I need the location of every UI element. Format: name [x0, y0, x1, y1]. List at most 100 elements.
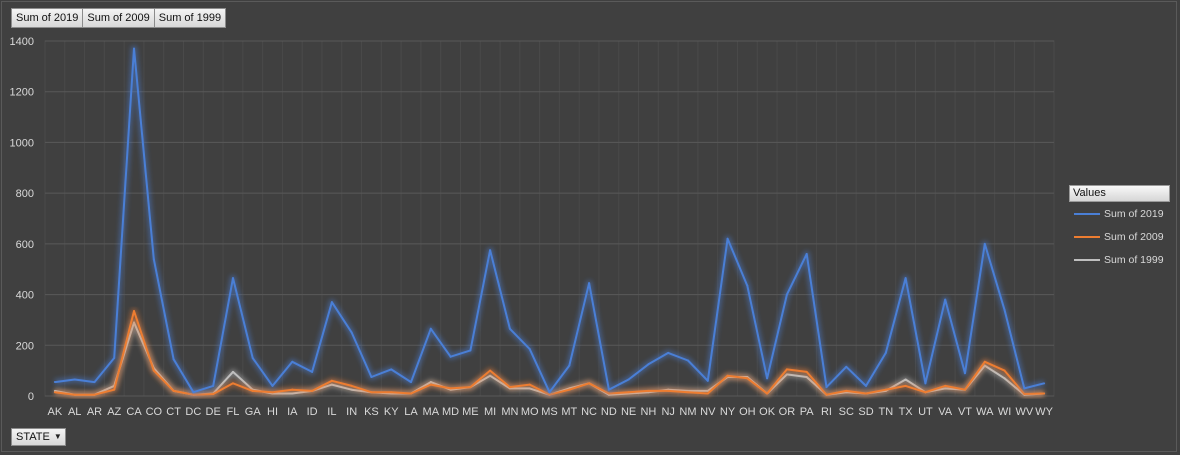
data-point-sum-of-2009: [73, 393, 76, 396]
x-tick-label: MN: [501, 406, 518, 418]
x-tick-label: AL: [68, 406, 81, 418]
data-point-sum-of-2019: [924, 382, 927, 385]
x-tick-label: KY: [384, 406, 399, 418]
dropdown-arrow-icon: ▼: [53, 432, 62, 441]
x-tick-label: OR: [779, 406, 796, 418]
x-tick-label: PA: [800, 406, 815, 418]
x-tick-label: NH: [640, 406, 656, 418]
x-tick-label: MI: [484, 406, 496, 418]
data-point-sum-of-2009: [528, 383, 531, 386]
data-point-sum-of-2019: [113, 356, 116, 359]
y-tick-label: 1200: [10, 87, 34, 99]
field-button-sum-2009[interactable]: Sum of 2009: [82, 8, 154, 28]
data-point-sum-of-2009: [449, 387, 452, 390]
data-point-sum-of-2019: [370, 375, 373, 378]
field-button-sum-1999[interactable]: Sum of 1999: [153, 8, 227, 28]
data-point-sum-of-2019: [251, 356, 254, 359]
x-tick-label: OK: [759, 406, 776, 418]
data-point-sum-of-2019: [93, 381, 96, 384]
data-point-sum-of-2009: [133, 310, 136, 313]
data-point-sum-of-2009: [568, 388, 571, 391]
data-point-sum-of-2009: [251, 389, 254, 392]
data-point-sum-of-2019: [785, 293, 788, 296]
x-tick-label: NC: [581, 406, 597, 418]
x-tick-label: MA: [423, 406, 440, 418]
data-point-sum-of-2009: [746, 377, 749, 380]
data-point-sum-of-2009: [588, 382, 591, 385]
x-tick-label: FL: [227, 406, 240, 418]
x-tick-label: NE: [621, 406, 636, 418]
data-point-sum-of-2009: [231, 382, 234, 385]
data-point-sum-of-2009: [390, 391, 393, 394]
x-tick-label: MS: [541, 406, 558, 418]
field-button-sum-2019[interactable]: Sum of 2019: [11, 8, 83, 28]
legend-label-1999: Sum of 1999: [1104, 254, 1164, 266]
data-point-sum-of-2019: [192, 391, 195, 394]
x-tick-label: ID: [307, 406, 318, 418]
data-point-sum-of-2009: [924, 391, 927, 394]
data-point-sum-of-2009: [311, 389, 314, 392]
data-point-sum-of-2009: [172, 389, 175, 392]
data-point-sum-of-2009: [805, 370, 808, 373]
data-point-sum-of-2009: [706, 392, 709, 395]
data-point-sum-of-2019: [449, 355, 452, 358]
data-point-sum-of-2019: [508, 327, 511, 330]
data-point-sum-of-2019: [766, 377, 769, 380]
data-point-sum-of-1999: [291, 392, 294, 395]
data-point-sum-of-1999: [489, 374, 492, 377]
data-point-sum-of-2019: [865, 384, 868, 387]
data-point-sum-of-2009: [113, 388, 116, 391]
data-point-sum-of-2019: [330, 301, 333, 304]
x-tick-label: AZ: [107, 406, 121, 418]
x-tick-label: MO: [521, 406, 539, 418]
data-point-sum-of-2009: [410, 392, 413, 395]
data-point-sum-of-2009: [370, 391, 373, 394]
x-tick-label: GA: [245, 406, 262, 418]
data-point-sum-of-1999: [231, 370, 234, 373]
x-tick-label: TN: [878, 406, 893, 418]
x-tick-label: VA: [938, 406, 953, 418]
x-tick-label: KS: [364, 406, 379, 418]
state-field-label: STATE: [16, 431, 50, 443]
data-point-sum-of-2009: [944, 384, 947, 387]
plot-area: [44, 40, 1055, 397]
data-point-sum-of-2019: [350, 331, 353, 334]
data-point-sum-of-2009: [1023, 392, 1026, 395]
y-tick-label: 1000: [10, 137, 34, 149]
data-point-sum-of-2019: [489, 249, 492, 252]
x-tick-label: WY: [1035, 406, 1053, 418]
data-point-sum-of-2019: [568, 364, 571, 367]
y-tick-label: 200: [16, 340, 34, 352]
data-point-sum-of-2009: [667, 389, 670, 392]
data-point-sum-of-2019: [607, 388, 610, 391]
data-point-sum-of-2019: [627, 378, 630, 381]
x-tick-label: HI: [267, 406, 278, 418]
x-tick-label: IA: [287, 406, 298, 418]
x-tick-label: NJ: [661, 406, 674, 418]
data-point-sum-of-2019: [291, 360, 294, 363]
data-point-sum-of-2009: [212, 392, 215, 395]
data-point-sum-of-2009: [785, 368, 788, 371]
x-tick-label: DC: [185, 406, 201, 418]
data-point-sum-of-2019: [429, 327, 432, 330]
x-tick-label: MT: [561, 406, 577, 418]
x-tick-label: ND: [601, 406, 617, 418]
legend-label-2009: Sum of 2009: [1104, 231, 1164, 243]
x-tick-label: SD: [858, 406, 873, 418]
x-tick-label: IN: [346, 406, 357, 418]
y-tick-label: 800: [16, 188, 34, 200]
data-point-sum-of-2019: [686, 359, 689, 362]
data-point-sum-of-2019: [805, 253, 808, 255]
x-tick-label: RI: [821, 406, 832, 418]
x-tick-label: AK: [48, 406, 63, 418]
x-tick-label: UT: [918, 406, 933, 418]
legend-label-2019: Sum of 2019: [1104, 208, 1164, 220]
data-point-sum-of-2009: [686, 391, 689, 394]
data-point-sum-of-1999: [1003, 377, 1006, 380]
data-point-sum-of-2019: [588, 282, 591, 285]
state-field-button[interactable]: STATE ▼: [11, 428, 66, 446]
data-point-sum-of-2009: [291, 388, 294, 391]
x-tick-label: NM: [679, 406, 696, 418]
data-point-sum-of-2009: [330, 379, 333, 382]
